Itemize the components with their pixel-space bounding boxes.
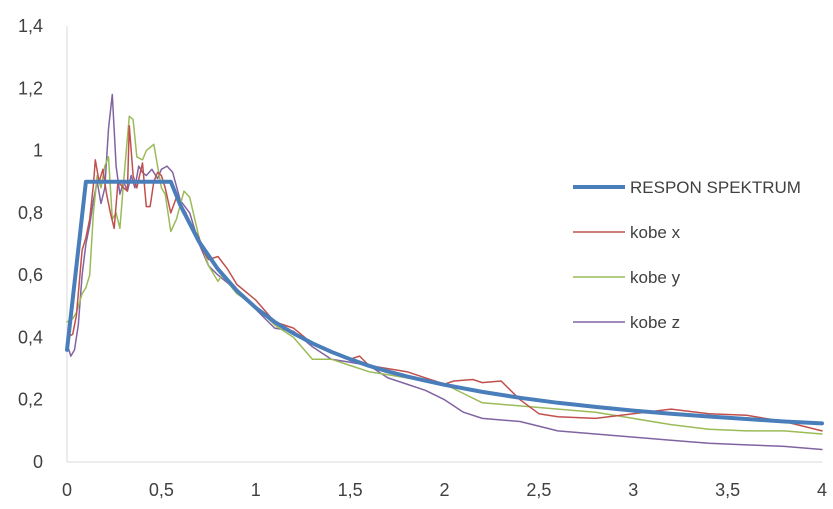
legend: RESPON SPEKTRUM kobe x kobe y kobe z: [573, 178, 801, 332]
y-tick-label: 0,4: [18, 327, 43, 347]
series-line-respon-spektrum: [65, 179, 824, 426]
legend-label: kobe y: [630, 268, 681, 287]
y-tick-label: 0,2: [18, 390, 43, 410]
x-tick-label: 1,5: [338, 480, 363, 500]
legend-label: RESPON SPEKTRUM: [630, 178, 801, 197]
x-tick-label: 1: [251, 480, 261, 500]
series-group: [65, 93, 824, 451]
x-tick-label: 3: [628, 480, 638, 500]
x-tick-label: 4: [817, 480, 827, 500]
x-tick-label: 2,5: [526, 480, 551, 500]
series-line-kobe-z: [66, 93, 823, 451]
y-tick-label: 1,4: [18, 16, 43, 36]
legend-label: kobe z: [630, 313, 680, 332]
axes: 0 0,2 0,4 0,6 0,8 1 1,2 1,4 0 0,5 1 1,5 2 2,5 3 3,5 4: [18, 16, 827, 500]
y-tick-label: 0,8: [18, 203, 43, 223]
x-tick-label: 2: [439, 480, 449, 500]
x-tick-label: 0,5: [149, 480, 174, 500]
x-tick-label: 0: [62, 480, 72, 500]
x-tick-label: 3,5: [715, 480, 740, 500]
y-tick-label: 0: [33, 452, 43, 472]
series-line-kobe-y: [66, 115, 823, 435]
y-tick-label: 0,6: [18, 265, 43, 285]
y-tick-label: 1,2: [18, 78, 43, 98]
y-tick-label: 1: [33, 141, 43, 161]
legend-label: kobe x: [630, 223, 681, 242]
